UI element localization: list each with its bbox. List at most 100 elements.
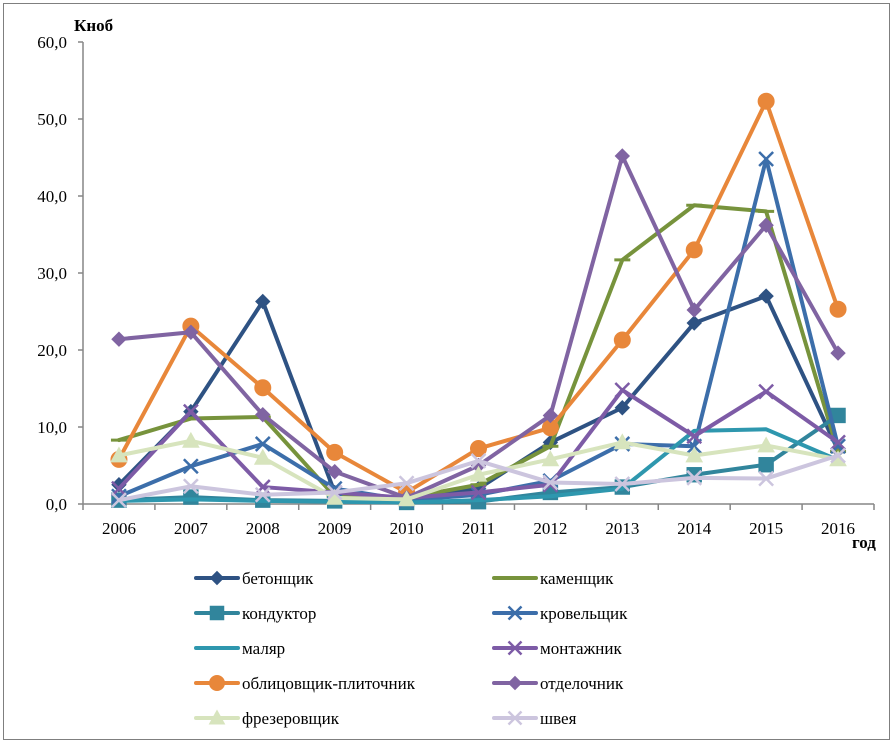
x-tick-label: 2013: [605, 519, 639, 538]
series-4: [116, 427, 841, 505]
legend-item: отделочник: [492, 674, 624, 693]
data-point: [111, 331, 127, 347]
y-tick-label: 0,0: [46, 495, 67, 514]
legend-item: бетонщик: [194, 569, 314, 588]
series-9: [111, 447, 846, 509]
x-tick-label: 2006: [102, 519, 136, 538]
series-8: [110, 431, 847, 507]
y-axis-title: Кноб: [74, 16, 113, 35]
y-tick-label: 50,0: [37, 110, 67, 129]
legend-item: фрезеровщик: [194, 709, 340, 728]
data-point: [470, 452, 487, 469]
legend-marker: [507, 640, 523, 656]
data-point: [685, 446, 704, 463]
data-point: [255, 293, 271, 310]
x-tick-label: 2010: [390, 519, 424, 538]
data-point: [326, 484, 343, 501]
legend-marker: [209, 605, 225, 621]
data-point: [470, 440, 487, 458]
data-point: [614, 400, 631, 416]
legend-item: кондуктор: [194, 604, 316, 623]
data-point: [757, 436, 775, 453]
y-tick-label: 30,0: [37, 264, 67, 283]
data-point: [397, 490, 416, 507]
legend-item: швея: [492, 709, 577, 728]
y-tick-label: 20,0: [37, 341, 67, 360]
data-point: [686, 315, 702, 331]
data-point: [255, 406, 271, 423]
data-point: [830, 434, 846, 451]
data-point: [111, 480, 127, 497]
y-tick-label: 40,0: [37, 187, 67, 206]
data-point: [830, 345, 846, 361]
legend-item: каменщик: [492, 569, 614, 588]
legend-label: бетонщик: [242, 569, 314, 588]
data-point: [182, 478, 199, 495]
legend-label: облицовщик-плиточник: [242, 674, 416, 693]
data-point: [686, 469, 703, 486]
legend-label: швея: [540, 709, 577, 728]
series-layer: [110, 92, 847, 511]
data-point: [182, 458, 199, 475]
x-tick-label: 2014: [677, 519, 712, 538]
legend-item: монтажник: [492, 639, 622, 658]
data-point: [758, 217, 774, 233]
x-tick-label: 2008: [246, 519, 280, 538]
legend-label: монтажник: [540, 639, 622, 658]
data-point: [613, 433, 632, 450]
data-point: [758, 457, 774, 473]
data-point: [614, 382, 631, 398]
legend-label: маляр: [242, 639, 285, 658]
legend-label: фрезеровщик: [242, 709, 340, 728]
data-point: [685, 241, 703, 259]
data-point: [686, 428, 703, 445]
y-tick-label: 60,0: [37, 33, 67, 52]
data-point: [758, 383, 775, 400]
data-point: [829, 300, 847, 318]
chart-frame: [3, 3, 890, 740]
legend-marker: [209, 570, 225, 586]
data-point: [254, 436, 271, 452]
legend-item: облицовщик-плиточник: [194, 674, 416, 693]
legend-marker: [209, 675, 225, 691]
data-point: [183, 324, 199, 340]
legend-item: кровельщик: [492, 604, 628, 623]
data-point: [469, 465, 488, 482]
data-point: [326, 463, 343, 480]
data-point: [613, 331, 631, 349]
data-point: [614, 476, 631, 492]
x-tick-label: 2009: [318, 519, 352, 538]
data-point: [111, 492, 127, 509]
data-point: [254, 379, 272, 397]
data-point: [110, 446, 128, 463]
legend-label: кондуктор: [242, 604, 316, 623]
y-tick-label: 10,0: [37, 418, 67, 437]
data-point: [757, 92, 775, 110]
legend-marker: [507, 710, 523, 726]
data-point: [614, 148, 631, 164]
x-tick-label: 2016: [821, 519, 855, 538]
data-point: [182, 431, 200, 448]
legend-label: кровельщик: [540, 604, 628, 623]
legend-label: каменщик: [540, 569, 614, 588]
legend-label: отделочник: [540, 674, 624, 693]
data-point: [830, 447, 846, 464]
data-point: [398, 475, 415, 492]
series-line: [116, 427, 841, 505]
axes: 0,0 10,0 20,0 30,0 40,0 50,0 60,0 2006 2007 2008 2…: [37, 33, 875, 538]
x-tick-label: 2011: [462, 519, 495, 538]
x-axis-title: год: [852, 533, 876, 552]
data-point: [326, 443, 344, 461]
x-tick-label: 2012: [533, 519, 567, 538]
x-tick-label: 2015: [749, 519, 783, 538]
data-point: [254, 486, 271, 503]
data-point: [470, 484, 487, 501]
data-point: [542, 474, 559, 491]
legend-marker: [208, 709, 226, 725]
legend: бетонщик каменщик кондуктор кровельщик маляр…: [194, 569, 628, 728]
data-point: [758, 288, 774, 304]
legend-item: маляр: [194, 639, 285, 658]
data-point: [182, 403, 199, 420]
data-point: [758, 470, 775, 487]
